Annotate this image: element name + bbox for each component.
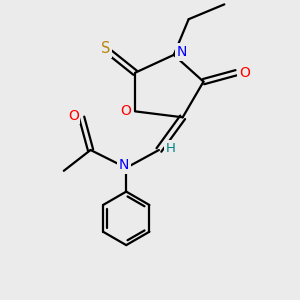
Text: O: O xyxy=(120,104,131,118)
Text: N: N xyxy=(119,158,129,172)
Text: O: O xyxy=(239,66,250,80)
Text: S: S xyxy=(101,41,110,56)
Text: O: O xyxy=(68,109,79,123)
Text: N: N xyxy=(177,45,187,59)
Text: H: H xyxy=(165,142,175,155)
